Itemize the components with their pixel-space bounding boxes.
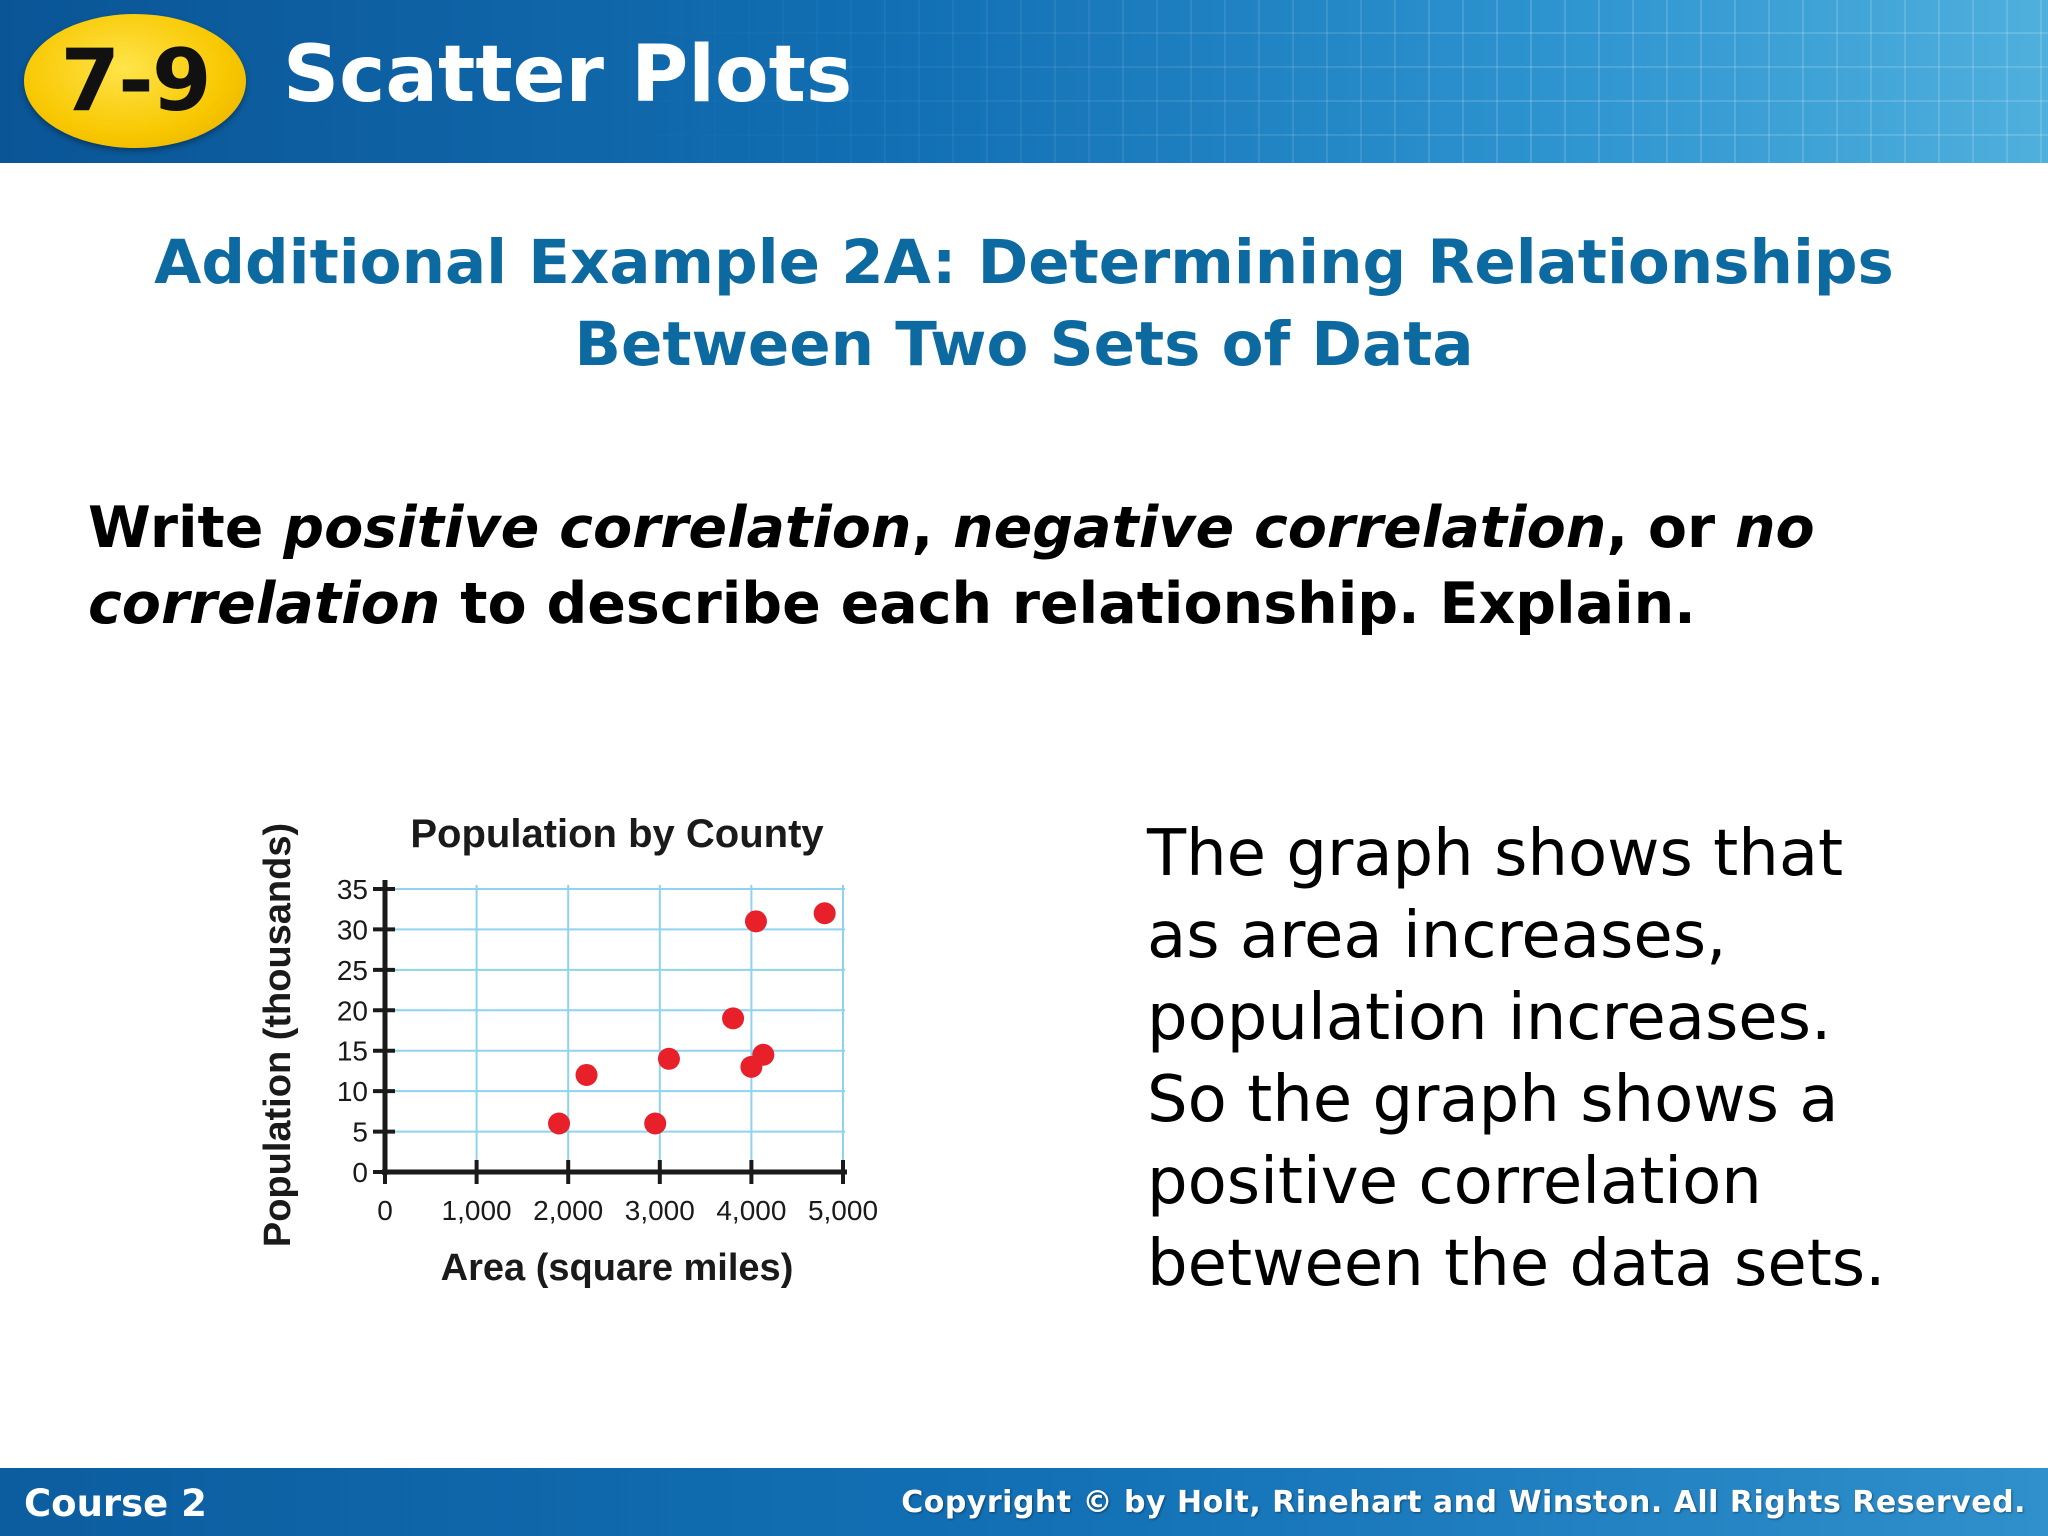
y-axis-label: Population (thousands) bbox=[257, 823, 299, 1247]
explanation-line: between the data sets. bbox=[1147, 1227, 1886, 1301]
data-point bbox=[548, 1112, 571, 1135]
data-point bbox=[575, 1063, 598, 1086]
chart-points bbox=[548, 902, 836, 1135]
x-tick-label: 0 bbox=[377, 1195, 393, 1226]
y-tick-label: 10 bbox=[337, 1076, 368, 1107]
term-correlation: correlation bbox=[88, 571, 441, 637]
instructions-part-1: Write bbox=[88, 495, 284, 561]
slide-header: 7-9 Scatter Plots bbox=[0, 0, 2048, 163]
x-tick-label: 1,000 bbox=[442, 1195, 512, 1226]
x-tick-label: 4,000 bbox=[716, 1195, 786, 1226]
example-heading-line-1: Additional Example 2A: Determining Relat… bbox=[154, 227, 1894, 298]
header-grid-pattern bbox=[0, 0, 2048, 163]
explanation-line: positive correlation bbox=[1147, 1145, 1762, 1219]
y-tick-label: 25 bbox=[337, 955, 368, 986]
x-tick-label: 2,000 bbox=[533, 1195, 603, 1226]
instructions-part-3: , or bbox=[1606, 495, 1735, 561]
data-point bbox=[813, 902, 836, 925]
chart-ticks: 0 5 10 15 20 25 30 35 0 1,000 2,000 3,000 4,000 5,000 bbox=[337, 874, 878, 1226]
footer-course: Course 2 bbox=[24, 1482, 207, 1525]
data-point bbox=[744, 910, 767, 933]
y-tick-label: 15 bbox=[337, 1036, 368, 1067]
explanation-line: So the graph shows a bbox=[1147, 1063, 1839, 1137]
term-positive-correlation: positive correlation bbox=[283, 495, 912, 561]
y-tick-label: 30 bbox=[337, 914, 368, 945]
slide-footer: Course 2 Copyright © by Holt, Rinehart a… bbox=[0, 1468, 2048, 1536]
y-tick-label: 5 bbox=[352, 1117, 368, 1148]
explanation-text: The graph shows that as area increases, po… bbox=[1147, 813, 2027, 1305]
data-point bbox=[657, 1047, 680, 1070]
chart-title: Population by County bbox=[410, 812, 824, 856]
example-heading-line-2: Between Two Sets of Data bbox=[574, 309, 1474, 380]
x-tick-label: 3,000 bbox=[625, 1195, 695, 1226]
data-point bbox=[644, 1112, 667, 1135]
explanation-line: population increases. bbox=[1147, 981, 1832, 1055]
scatter-chart: Population by County Population (thousan… bbox=[257, 812, 878, 1289]
lesson-number: 7-9 bbox=[60, 31, 211, 131]
y-tick-label: 0 bbox=[352, 1157, 368, 1188]
explanation-line: as area increases, bbox=[1147, 899, 1727, 973]
y-tick-label: 35 bbox=[337, 874, 368, 905]
footer-copyright: Copyright © by Holt, Rinehart and Winsto… bbox=[901, 1485, 2026, 1520]
instructions-text: Write positive correlation, negative cor… bbox=[88, 490, 1988, 642]
x-axis-label: Area (square miles) bbox=[441, 1247, 794, 1289]
term-negative-correlation: negative correlation bbox=[953, 495, 1607, 561]
x-tick-label: 5,000 bbox=[808, 1195, 878, 1226]
data-point bbox=[722, 1007, 745, 1030]
lesson-badge: 7-9 bbox=[24, 14, 246, 148]
data-point bbox=[752, 1043, 775, 1066]
example-heading: Additional Example 2A: Determining Relat… bbox=[60, 222, 1988, 386]
instructions-part-4: to describe each relationship. Explain. bbox=[440, 571, 1696, 637]
term-no: no bbox=[1734, 495, 1815, 561]
instructions-part-2: , bbox=[911, 495, 954, 561]
lesson-title: Scatter Plots bbox=[283, 30, 853, 120]
explanation-line: The graph shows that bbox=[1147, 817, 1844, 891]
chart-grid bbox=[385, 885, 845, 1172]
y-tick-label: 20 bbox=[337, 995, 368, 1026]
